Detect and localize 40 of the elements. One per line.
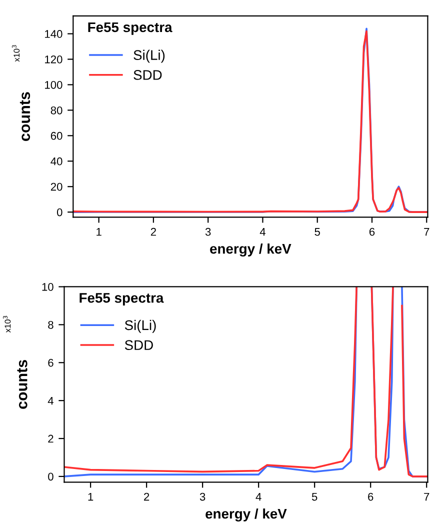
y-axis-title: counts	[20, 92, 30, 141]
legend-label: Si(Li)	[134, 50, 165, 63]
x-tick-label: 7	[424, 228, 430, 236]
y-tick-label: 140	[45, 30, 62, 38]
y-tick-label: 10	[42, 283, 54, 291]
x-tick-label: 2	[150, 228, 156, 236]
y-tick-label: 0	[56, 208, 62, 216]
y-tick-label: 20	[50, 182, 62, 191]
y-tick-label: 8	[48, 320, 54, 329]
x-tick-label: 6	[368, 492, 374, 501]
text: x10$^{3}$	[12, 45, 20, 62]
x-tick-label: 3	[205, 228, 211, 236]
x-tick-label: 4	[260, 228, 266, 236]
y-tick-label: 120	[45, 56, 62, 64]
x-tick-label: 1	[96, 228, 102, 236]
x-tick-label: 5	[314, 228, 320, 236]
y-tick-label: 2	[48, 434, 54, 443]
chart-title: Fe55 spectra	[88, 22, 172, 35]
y-tick-label: 60	[50, 132, 62, 140]
legend-label: SDD	[134, 70, 162, 80]
x-tick-label: 4	[256, 492, 262, 501]
x-tick-label: 5	[312, 492, 318, 501]
y-tick-label: 6	[48, 358, 54, 367]
x-tick-label: 1	[88, 492, 94, 501]
text: x10$^{3}$	[3, 316, 11, 333]
x-tick-label: 2	[144, 492, 150, 501]
y-tick-label: 0	[48, 472, 54, 481]
x-tick-label: 7	[424, 492, 430, 501]
x-axis-title: energy / keV	[210, 244, 292, 257]
x-tick-label: 6	[369, 228, 375, 236]
chart-title: Fe55 spectra	[80, 293, 164, 306]
y-axis-title: counts	[17, 360, 28, 409]
x-tick-label: 3	[200, 492, 206, 501]
y-tick-label: 40	[50, 157, 62, 166]
y-tick-label: 4	[48, 396, 54, 405]
y-tick-label: 80	[50, 106, 62, 114]
y-tick-label: 100	[45, 80, 62, 89]
legend-label: Si(Li)	[124, 320, 156, 333]
legend-label: SDD	[124, 340, 153, 350]
x-axis-title: energy / keV	[206, 508, 287, 522]
